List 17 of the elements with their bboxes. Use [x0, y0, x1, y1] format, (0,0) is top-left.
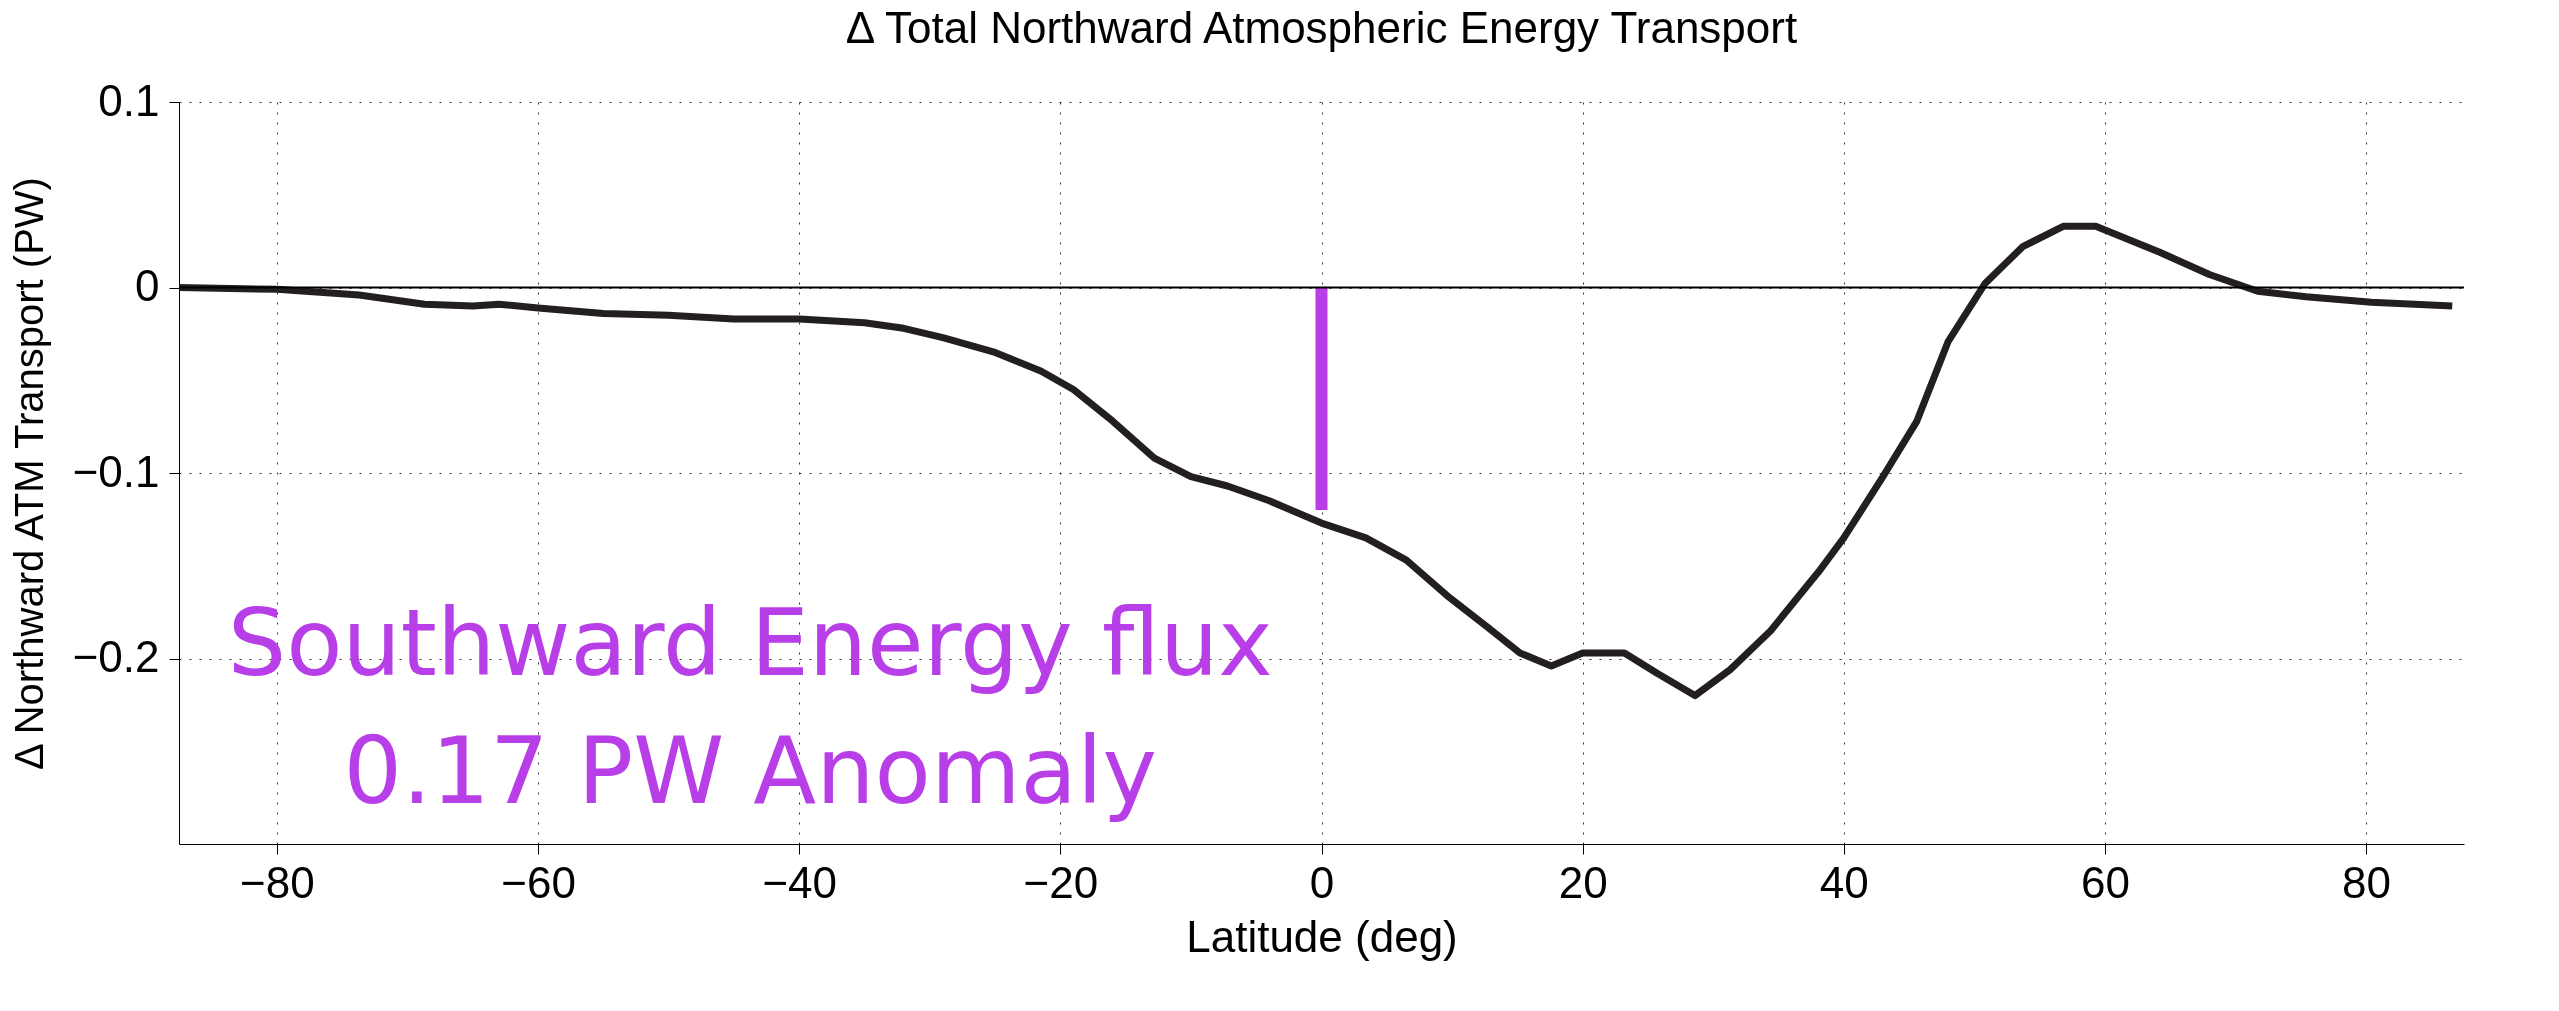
y-tick-label: 0.1: [98, 75, 160, 125]
x-tick-label: −80: [240, 857, 315, 907]
x-tick-label: 0: [1309, 857, 1335, 907]
y-tick-label: −0.2: [72, 632, 160, 681]
x-tick-label: −60: [501, 857, 576, 907]
y-tick-label: −0.1: [72, 446, 160, 496]
x-tick-label: 60: [2080, 857, 2130, 907]
x-tick-label: 40: [1819, 857, 1869, 907]
annotation: Southward Energy flux 0.17 PW Anomaly: [227, 590, 1273, 826]
x-tick-label: 80: [2342, 857, 2392, 907]
x-axis-title: Latitude (deg): [1186, 911, 1458, 961]
x-tick-label: −20: [1023, 857, 1099, 907]
x-tick-label: −40: [762, 857, 838, 907]
y-tick-label: 0: [135, 261, 160, 310]
chart-title: Δ Total Northward Atmospheric Energy Transport: [845, 3, 1798, 52]
x-tick-label: 20: [1558, 857, 1608, 907]
y-axis-title: Δ Northward ATM Transport (PW): [6, 177, 51, 770]
